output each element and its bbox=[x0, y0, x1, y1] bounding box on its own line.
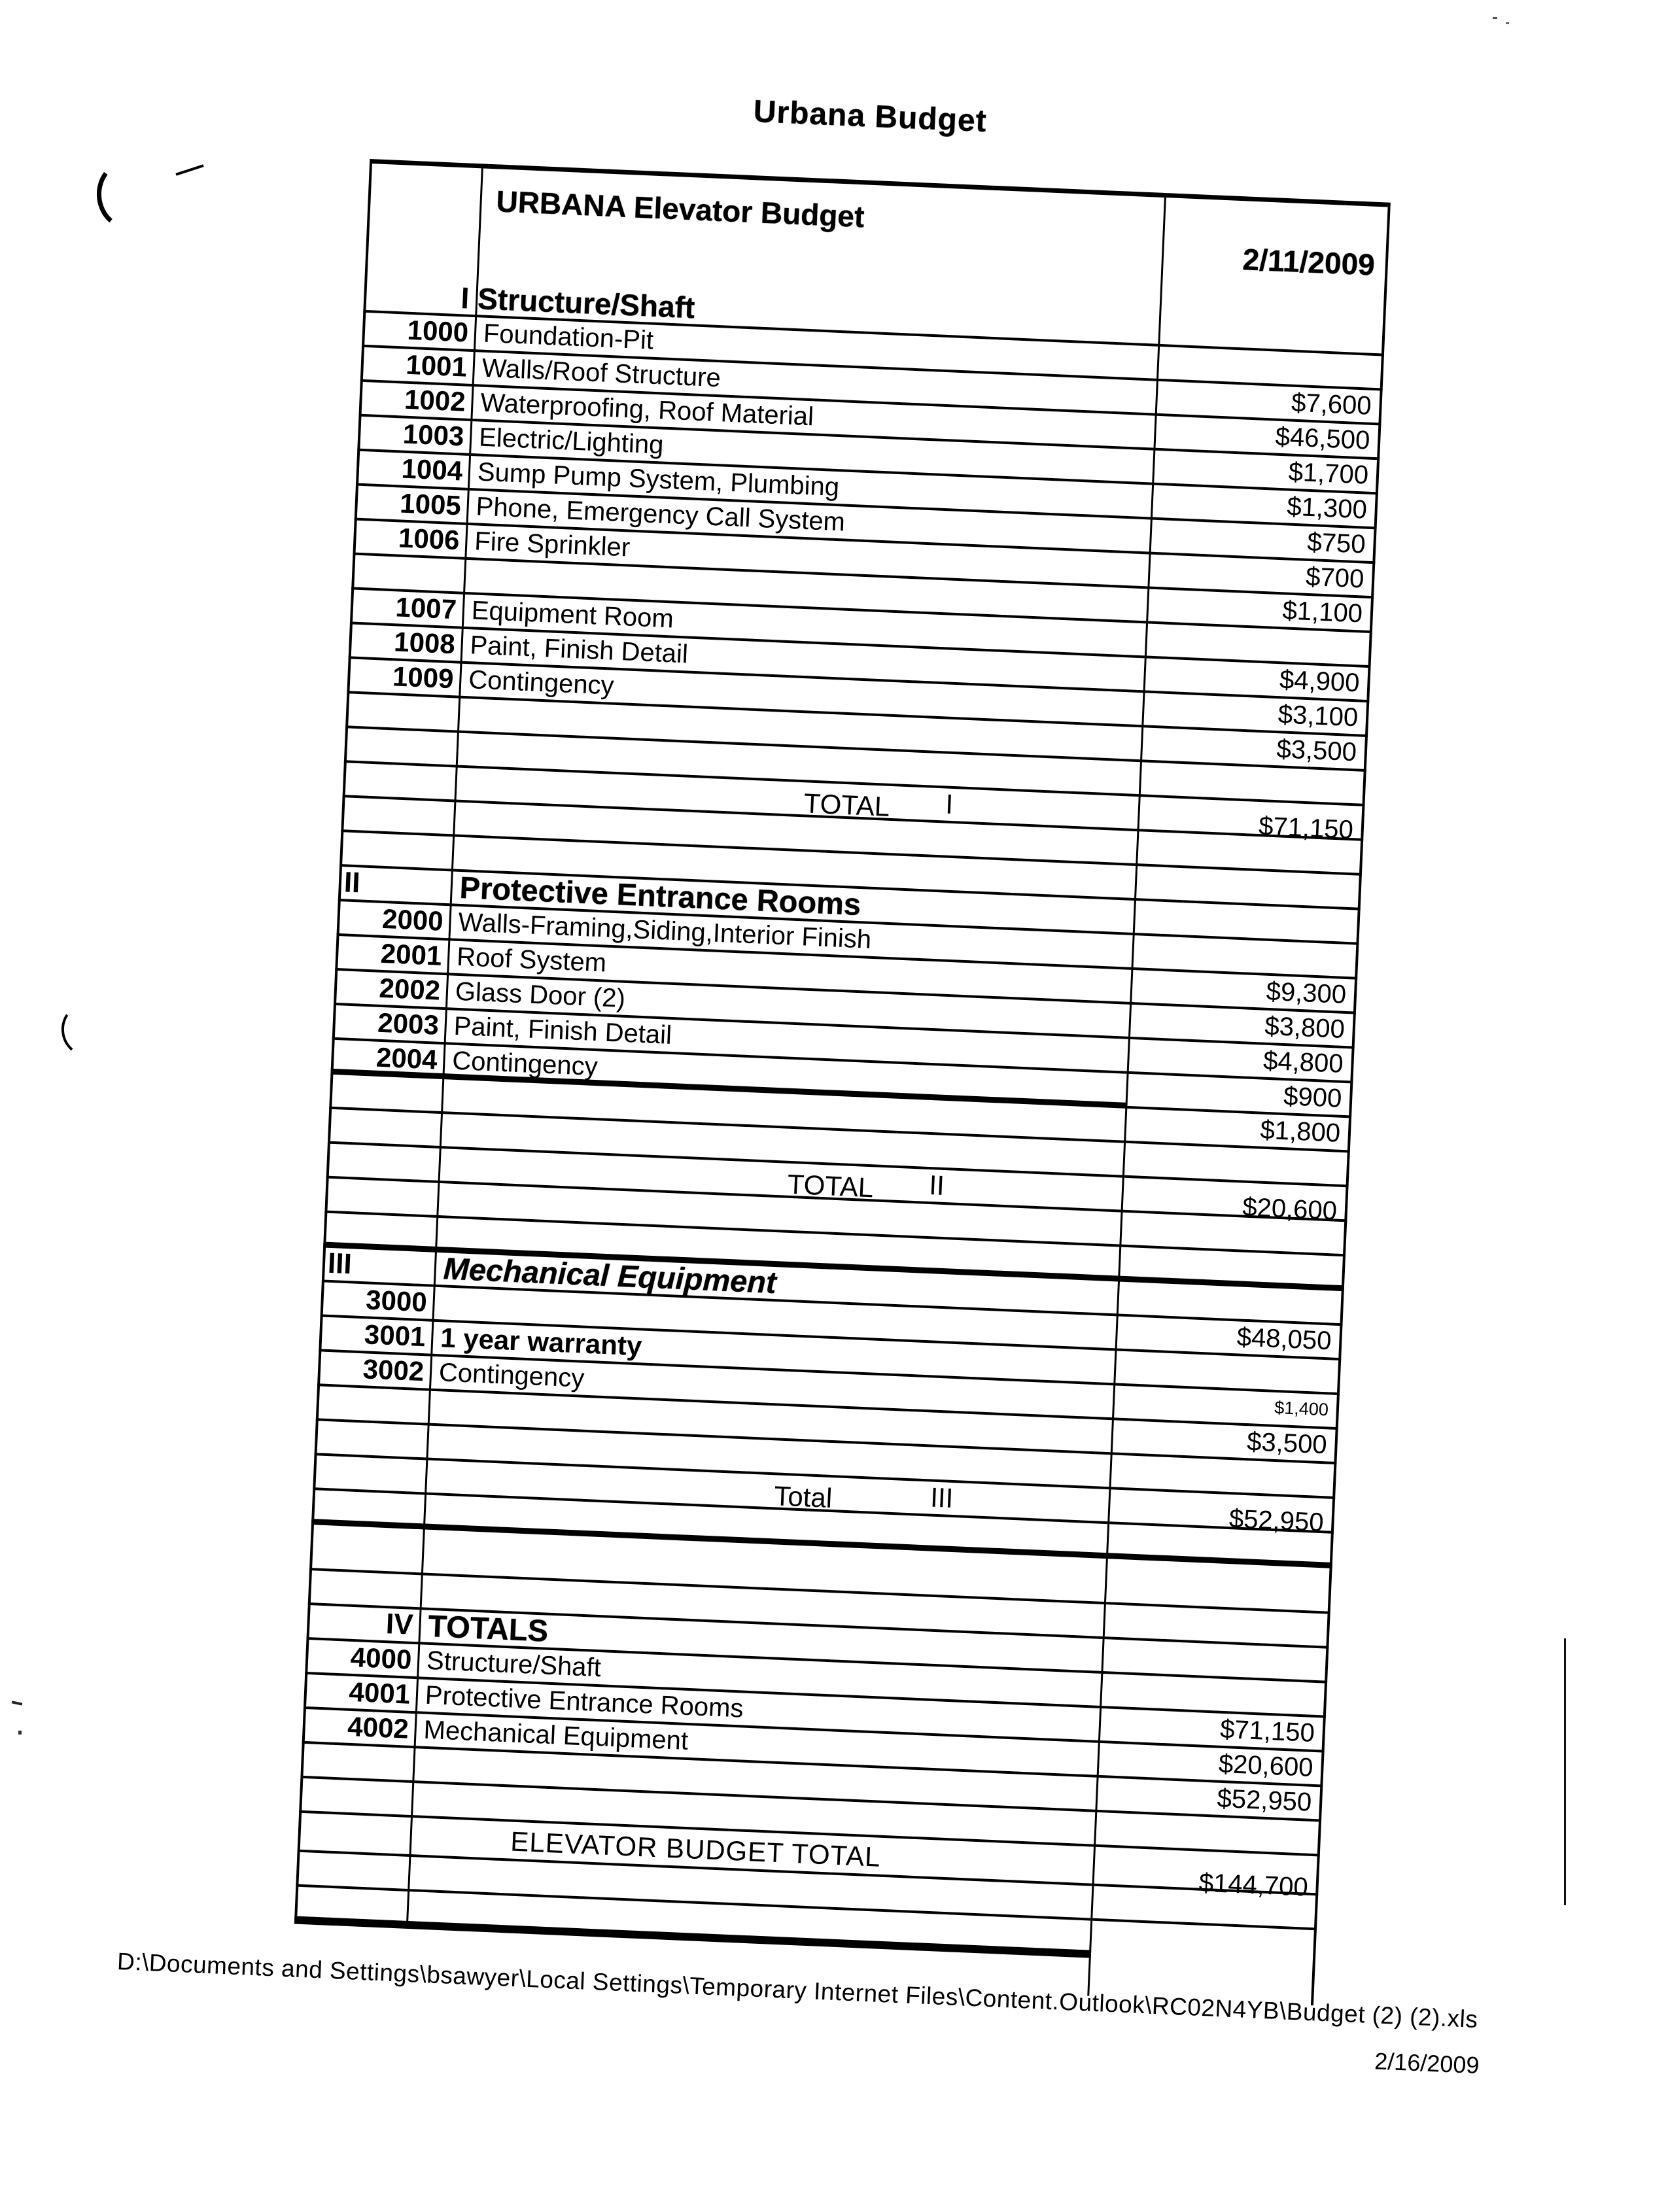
scan-artifact-top-right-dot bbox=[1506, 22, 1509, 24]
budget-table: URBANA Elevator Budget 2/11/2009 I Struc… bbox=[294, 159, 1391, 2006]
row-code bbox=[298, 1812, 411, 1856]
footer-date: 2/16/2009 bbox=[1374, 2047, 1480, 2079]
total-numeral: III bbox=[930, 1481, 954, 1513]
scan-artifact-top-right-dot bbox=[1493, 17, 1497, 19]
total-numeral: I bbox=[945, 788, 954, 820]
total-numeral: II bbox=[928, 1169, 945, 1201]
row-code bbox=[309, 1523, 423, 1574]
sheet-date: 2/11/2009 bbox=[1242, 242, 1376, 282]
page-title: Urbana Budget bbox=[752, 94, 988, 139]
scan-artifact-right-edge-line bbox=[1564, 1638, 1566, 1905]
sheet-title: URBANA Elevator Budget bbox=[495, 184, 865, 234]
table-body: 1000 Foundation-Pit 1001 Walls/Roof Structu… bbox=[294, 311, 1384, 1964]
scan-artifact-bottom-left-speck bbox=[18, 1731, 22, 1735]
